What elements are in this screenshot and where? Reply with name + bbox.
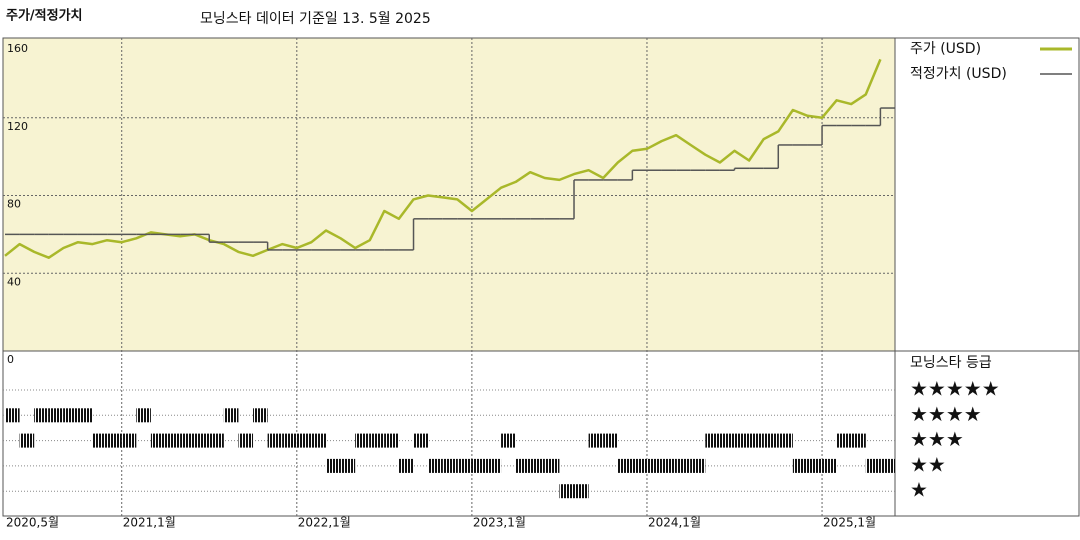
rating-bar bbox=[63, 408, 78, 423]
x-tick-label: 2022,1월 bbox=[298, 516, 351, 530]
rating-bar bbox=[792, 458, 808, 473]
y-tick-label: 80 bbox=[7, 198, 21, 211]
rating-bar bbox=[822, 458, 837, 473]
rating-bar bbox=[355, 433, 370, 448]
chart-title: 주가/적정가치 bbox=[6, 8, 83, 24]
x-tick-label: 2023,1월 bbox=[473, 516, 526, 530]
rating-bar bbox=[734, 433, 750, 448]
y-tick-label: 120 bbox=[7, 120, 28, 133]
rating-bar bbox=[705, 433, 720, 448]
rating-bar bbox=[574, 484, 589, 499]
rating-bar bbox=[5, 408, 20, 423]
rating-bar bbox=[180, 433, 195, 448]
rating-bar bbox=[77, 408, 93, 423]
rating-bar bbox=[209, 433, 224, 448]
rating-bar bbox=[617, 458, 633, 473]
rating-bar bbox=[544, 458, 560, 473]
rating-bar bbox=[471, 458, 487, 473]
rating-bar bbox=[836, 433, 852, 448]
rating-bar bbox=[19, 433, 35, 448]
legend-label: 적정가치 (USD) bbox=[910, 66, 1007, 82]
rating-bar bbox=[121, 433, 137, 448]
x-tick-label: 2025,1월 bbox=[823, 516, 876, 530]
chart-subtitle: 모닝스타 데이터 기준일 13. 5월 2025 bbox=[200, 11, 431, 27]
rating-bar bbox=[851, 433, 866, 448]
y-tick-label: 40 bbox=[7, 275, 21, 288]
rating-bar bbox=[369, 433, 385, 448]
legend-label: 주가 (USD) bbox=[910, 41, 981, 57]
frame bbox=[2, 37, 1080, 517]
rating-bar bbox=[165, 433, 181, 448]
rating-level-label: ★★★★★ bbox=[910, 377, 1000, 401]
rating-bar bbox=[428, 458, 443, 473]
rating-bar bbox=[223, 408, 239, 423]
rating-bar bbox=[486, 458, 502, 473]
rating-bar bbox=[515, 458, 531, 473]
y-tick-label: 160 bbox=[7, 42, 28, 55]
rating-bar bbox=[632, 458, 647, 473]
rating-bar bbox=[603, 433, 618, 448]
rating-level-label: ★ bbox=[910, 478, 928, 502]
rating-bar bbox=[150, 433, 166, 448]
rating-bar bbox=[282, 433, 297, 448]
rating-bar bbox=[763, 433, 779, 448]
rating-bar bbox=[588, 433, 604, 448]
rating-bar bbox=[501, 433, 516, 448]
rating-bar bbox=[194, 433, 210, 448]
rating-bar bbox=[296, 433, 312, 448]
rating-bar bbox=[136, 408, 151, 423]
rating-bar bbox=[48, 408, 64, 423]
rating-bar bbox=[676, 458, 691, 473]
rating-bar bbox=[384, 433, 399, 448]
rating-bar bbox=[107, 433, 122, 448]
rating-bar bbox=[92, 433, 108, 448]
rating-level-label: ★★★★ bbox=[910, 402, 982, 426]
rating-bar bbox=[719, 433, 735, 448]
rating-title: 모닝스타 등급 bbox=[910, 355, 992, 371]
rating-bar bbox=[325, 458, 341, 473]
rating-bar bbox=[690, 458, 706, 473]
rating-bar bbox=[749, 433, 764, 448]
rating-bar bbox=[398, 458, 414, 473]
x-tick-label: 2020,5월 bbox=[6, 516, 59, 530]
rating-bar bbox=[880, 458, 895, 473]
rating-bar bbox=[34, 408, 49, 423]
x-tick-label: 2024,1월 bbox=[648, 516, 701, 530]
rating-bar bbox=[238, 433, 254, 448]
rating-bar bbox=[413, 433, 429, 448]
rating-bar bbox=[340, 458, 356, 473]
rating-bar bbox=[646, 458, 662, 473]
rating-level-label: ★★★ bbox=[910, 427, 964, 451]
rating-bar bbox=[267, 433, 283, 448]
rating-bar bbox=[253, 408, 268, 423]
rating-bar bbox=[807, 458, 823, 473]
rating-bar bbox=[778, 433, 793, 448]
rating-bar bbox=[457, 458, 472, 473]
x-tick-label: 2021,1월 bbox=[123, 516, 176, 530]
rating-bar bbox=[559, 484, 575, 499]
rating-level-label: ★★ bbox=[910, 452, 946, 476]
rating-bar bbox=[442, 458, 458, 473]
rating-bar bbox=[311, 433, 326, 448]
plot-background bbox=[3, 38, 895, 351]
price-line bbox=[4, 58, 882, 259]
rating-bar bbox=[865, 458, 881, 473]
y-tick-label: 0 bbox=[7, 353, 14, 366]
rating-bar bbox=[530, 458, 545, 473]
rating-bar bbox=[661, 458, 677, 473]
